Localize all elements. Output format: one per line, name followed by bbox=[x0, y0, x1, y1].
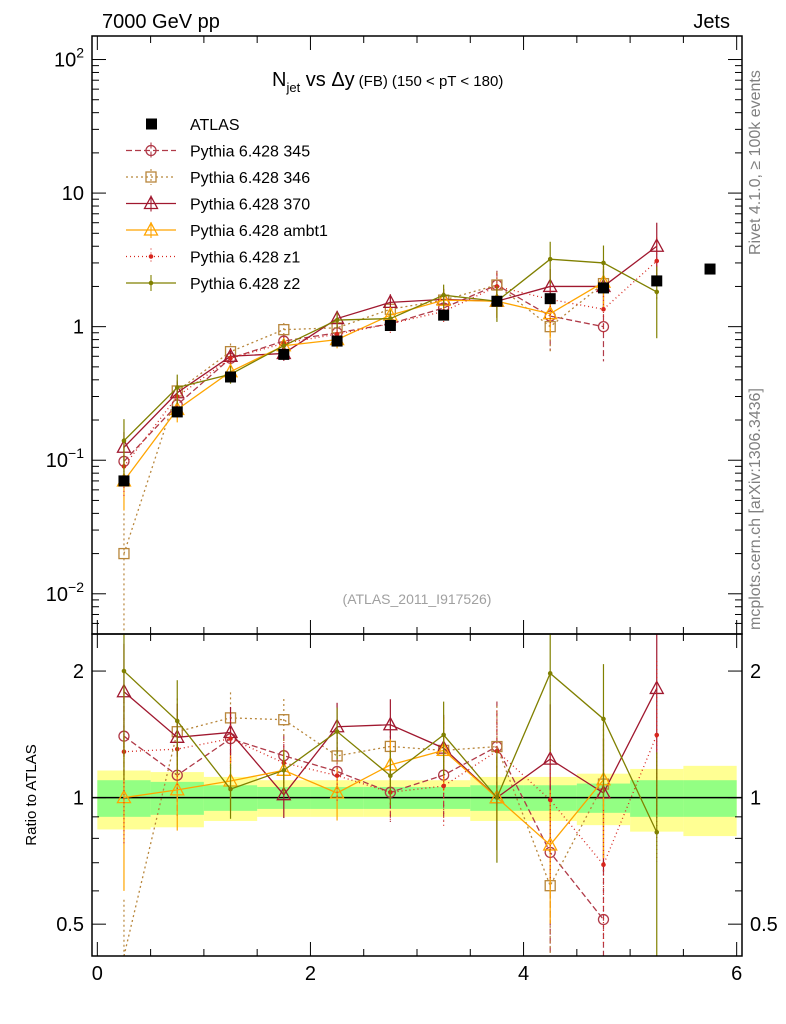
legend-marker bbox=[145, 171, 157, 183]
legend-marker bbox=[148, 280, 154, 286]
legend-label: ATLAS bbox=[190, 117, 240, 134]
ratio-axis: 2 2 1 1 0.5 0.5 bbox=[56, 634, 778, 956]
legend-label: Pythia 6.428 z1 bbox=[190, 250, 300, 267]
x-tick-label: 4 bbox=[518, 963, 529, 985]
x-tick-label: 2 bbox=[305, 963, 316, 985]
header-right: Jets bbox=[693, 11, 730, 33]
legend-label: Pythia 6.428 346 bbox=[190, 170, 310, 187]
data-point bbox=[331, 335, 343, 347]
data-point bbox=[384, 320, 396, 332]
legend-label: Pythia 6.428 z2 bbox=[190, 276, 300, 293]
y-tick-label: 1 bbox=[73, 317, 84, 339]
legend-marker-atlas bbox=[146, 118, 157, 130]
chart-title: Njet vs Δy (FB) (150 < pT < 180) bbox=[272, 69, 503, 95]
ratio-line bbox=[123, 749, 604, 846]
series-main-3 bbox=[116, 264, 612, 511]
ratio-band-inner bbox=[683, 780, 737, 817]
ratio-point bbox=[542, 750, 558, 765]
header-left: 7000 GeV pp bbox=[102, 11, 220, 33]
title-range: (150 < pT < 180) bbox=[392, 73, 503, 90]
series-point bbox=[278, 323, 290, 336]
series-point bbox=[597, 321, 610, 333]
main-panel: 102 10 1 10−1 10−2 Njet vs Δy (FB) (150 < pT <… bbox=[46, 35, 743, 635]
data-point bbox=[118, 475, 130, 487]
series-main-1 bbox=[118, 266, 610, 634]
x-axis-labels: 0 2 4 6 bbox=[92, 963, 742, 985]
data-point bbox=[704, 263, 716, 275]
main-data-layer bbox=[116, 222, 716, 634]
ratio-y-tick-label-right: 1 bbox=[750, 788, 761, 810]
data-point bbox=[225, 371, 237, 383]
ratio-y-tick-label-right: 2 bbox=[750, 661, 761, 683]
legend-marker bbox=[143, 195, 159, 210]
side-text-top: Rivet 4.1.0, ≥ 100k events bbox=[747, 70, 764, 255]
series-point bbox=[654, 258, 660, 264]
legend: ATLAS Pythia 6.428 345 Pythia 6.428 346 Pyt… bbox=[126, 117, 328, 293]
ratio-y-tick-label: 2 bbox=[73, 661, 84, 683]
series-point bbox=[228, 355, 233, 361]
series-point bbox=[222, 347, 239, 362]
series-ratio-5 bbox=[121, 634, 660, 956]
title-sub: jet bbox=[285, 80, 300, 95]
ratio-point bbox=[654, 732, 660, 738]
series-main-0 bbox=[118, 270, 610, 483]
x-tick-label: 0 bbox=[92, 963, 103, 985]
ratio-panel: 2 2 1 1 0.5 0.5 Ratio to ATLAS bbox=[23, 633, 778, 957]
ratio-y-tick-label-right: 0.5 bbox=[750, 914, 778, 936]
title-dy: Δy bbox=[331, 69, 354, 91]
series-point bbox=[118, 547, 130, 560]
series-line bbox=[123, 281, 604, 482]
y-tick-label: 102 bbox=[54, 45, 84, 72]
ratio-line bbox=[123, 717, 605, 957]
data-point bbox=[544, 293, 556, 305]
legend-marker bbox=[145, 144, 157, 157]
ratio-data-layer bbox=[92, 634, 742, 957]
ratio-point bbox=[382, 716, 398, 731]
ratio-point bbox=[547, 797, 553, 803]
data-point bbox=[597, 282, 609, 294]
data-point bbox=[438, 309, 450, 321]
series-line bbox=[123, 258, 658, 442]
legend-label: Pythia 6.428 ambt1 bbox=[190, 223, 328, 240]
ratio-line bbox=[123, 735, 604, 920]
x-tick-label: 6 bbox=[731, 963, 742, 985]
legend-label: Pythia 6.428 345 bbox=[190, 144, 310, 161]
ratio-y-tick-label: 1 bbox=[73, 788, 84, 810]
main-axis: 102 10 1 10−1 10−2 bbox=[46, 36, 742, 635]
analysis-label: (ATLAS_2011_I917526) bbox=[343, 591, 492, 607]
series-line bbox=[123, 245, 658, 448]
legend-marker bbox=[148, 254, 154, 259]
data-point bbox=[278, 348, 290, 360]
legend-marker bbox=[143, 221, 159, 236]
series-line bbox=[123, 283, 604, 554]
legend-label: Pythia 6.428 370 bbox=[190, 197, 310, 214]
y-tick-label: 10 bbox=[62, 183, 84, 205]
y-tick-label: 10−1 bbox=[46, 445, 84, 472]
data-point bbox=[171, 406, 183, 418]
ratio-point bbox=[601, 862, 606, 868]
title-fb: (FB) bbox=[359, 73, 388, 90]
series-point bbox=[649, 237, 665, 252]
series-point bbox=[542, 278, 558, 293]
ratio-line bbox=[123, 670, 658, 833]
series-line bbox=[123, 284, 604, 462]
ratio-y-tick-label: 0.5 bbox=[56, 914, 84, 936]
ratio-ylabel: Ratio to ATLAS bbox=[23, 744, 40, 845]
ratio-point bbox=[276, 786, 292, 801]
data-point bbox=[491, 295, 503, 307]
series-point bbox=[601, 306, 606, 312]
ratio-line bbox=[123, 688, 658, 799]
title-n: N bbox=[272, 69, 286, 91]
side-text-bottom: mcplots.cern.ch [arXiv:1306.3436] bbox=[747, 388, 764, 630]
y-tick-label: 10−2 bbox=[46, 579, 84, 606]
ratio-point bbox=[278, 714, 290, 726]
title-vs: vs bbox=[300, 69, 331, 91]
data-point bbox=[651, 275, 663, 287]
